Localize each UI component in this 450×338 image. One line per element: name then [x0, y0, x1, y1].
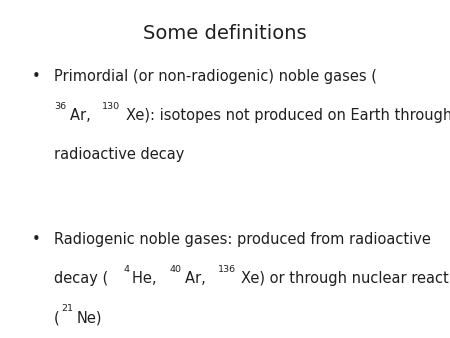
Text: Radiogenic noble gases: produced from radioactive: Radiogenic noble gases: produced from ra… — [54, 232, 431, 247]
Text: Xe): isotopes not produced on Earth through: Xe): isotopes not produced on Earth thro… — [126, 108, 450, 123]
Text: 130: 130 — [103, 102, 121, 111]
Text: decay (: decay ( — [54, 271, 108, 286]
Text: Xe) or through nuclear reactions: Xe) or through nuclear reactions — [241, 271, 450, 286]
Text: 36: 36 — [54, 102, 66, 111]
Text: Some definitions: Some definitions — [143, 24, 307, 43]
Text: •: • — [32, 232, 40, 247]
Text: 136: 136 — [217, 265, 236, 274]
Text: Primordial (or non-radiogenic) noble gases (: Primordial (or non-radiogenic) noble gas… — [54, 69, 377, 84]
Text: radioactive decay: radioactive decay — [54, 147, 184, 162]
Text: 4: 4 — [124, 265, 130, 274]
Text: He,: He, — [132, 271, 161, 286]
Text: 40: 40 — [169, 265, 181, 274]
Text: •: • — [32, 69, 40, 84]
Text: Ar,: Ar, — [185, 271, 210, 286]
Text: Ar,: Ar, — [70, 108, 95, 123]
Text: 21: 21 — [61, 304, 73, 313]
Text: (: ( — [54, 310, 60, 325]
Text: Ne): Ne) — [77, 310, 103, 325]
